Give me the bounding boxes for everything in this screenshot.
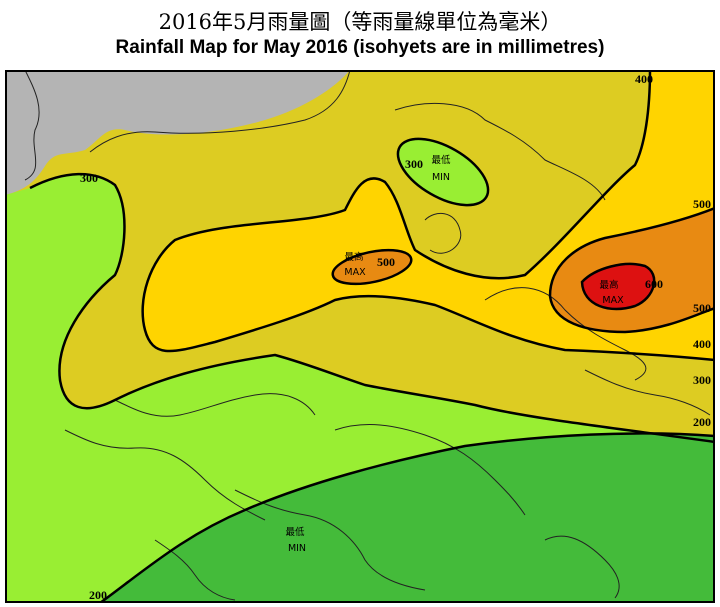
min-north-en: MIN (432, 172, 450, 183)
isohyet-600 (580, 262, 656, 311)
extreme-markers: 最低 MIN 最高 MAX 最高 MAX 最低 MIN (285, 154, 624, 554)
title-english: Rainfall Map for May 2016 (isohyets are … (115, 37, 605, 58)
isohyet-500-center (331, 248, 413, 286)
zone-min-north (397, 138, 489, 206)
label-400-ne: 400 (635, 72, 653, 86)
map-frame (5, 70, 715, 603)
zone-below-200 (100, 433, 715, 603)
label-300-east: 300 (693, 373, 711, 387)
label-600-east: 600 (645, 277, 663, 291)
label-500-center: 500 (377, 255, 395, 269)
isohyet-labels: 300 300 400 500 500 400 300 200 200 500 … (80, 72, 711, 602)
isohyet-200 (99, 432, 715, 603)
min-south-en: MIN (288, 543, 306, 554)
label-300-west: 300 (80, 171, 98, 185)
max-center-zh: 最高 (344, 251, 363, 263)
isohyet-300-min (396, 137, 490, 207)
max-east-en: MAX (602, 295, 624, 306)
label-200-sw: 200 (89, 588, 107, 602)
zone-above-600 (582, 263, 655, 309)
outside-region-land (5, 70, 350, 195)
rainfall-map: 300 300 400 500 500 400 300 200 200 500 … (5, 70, 715, 603)
rainfall-map-svg: 300 300 400 500 500 400 300 200 200 500 … (5, 70, 715, 603)
min-north-zh: 最低 (431, 154, 451, 166)
map-titles: 2016年5月雨量圖（等雨量線單位為毫米） Rainfall Map for M… (0, 0, 720, 70)
isohyet-400 (141, 70, 715, 362)
isohyet-300 (29, 172, 715, 444)
isohyet-500-east (548, 206, 715, 334)
max-east-zh: 最高 (599, 279, 618, 291)
label-300-north: 300 (405, 157, 423, 171)
min-south-zh: 最低 (285, 526, 305, 538)
max-center-en: MAX (344, 267, 366, 278)
isohyets (29, 70, 715, 603)
title-chinese: 2016年5月雨量圖（等雨量線單位為毫米） (158, 10, 562, 34)
label-400-east: 400 (693, 337, 711, 351)
label-500-east-top: 500 (693, 197, 711, 211)
label-200-east: 200 (693, 415, 711, 429)
coastline-outlines (24, 70, 711, 601)
label-500-east: 500 (693, 301, 711, 315)
